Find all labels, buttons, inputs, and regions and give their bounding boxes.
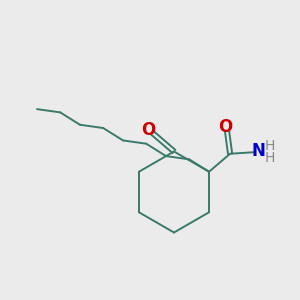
Text: O: O	[141, 121, 156, 139]
Text: H: H	[265, 139, 275, 153]
Text: O: O	[218, 118, 233, 136]
Text: H: H	[265, 151, 275, 165]
Text: N: N	[251, 142, 265, 160]
